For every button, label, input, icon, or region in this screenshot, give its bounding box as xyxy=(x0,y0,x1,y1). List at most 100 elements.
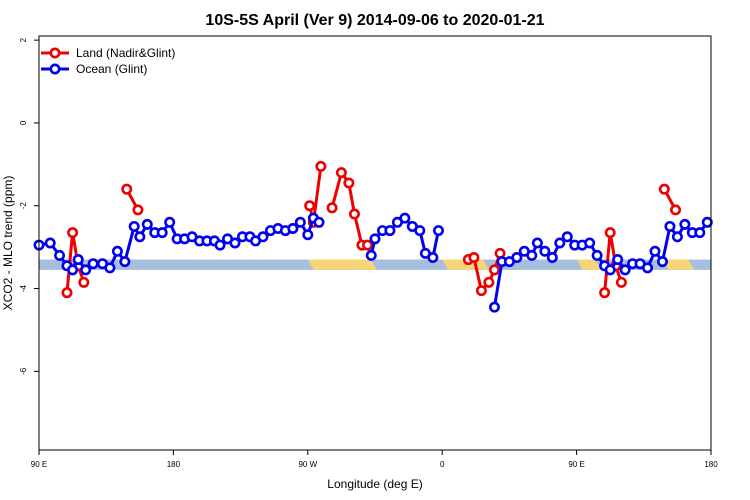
series-1-point xyxy=(554,237,566,249)
series-1-point xyxy=(619,264,631,276)
x-tick-label: 180 xyxy=(167,460,181,469)
series-1-point xyxy=(141,218,153,230)
series-1-point xyxy=(584,237,596,249)
series-0-point xyxy=(335,167,347,179)
series-1-point xyxy=(44,237,56,249)
series-1-point xyxy=(214,239,226,251)
series-1-point xyxy=(399,212,411,224)
legend-marker-land xyxy=(49,47,61,59)
series-0-point xyxy=(304,200,316,212)
series-1-point xyxy=(156,227,168,239)
series-0-point xyxy=(121,183,133,195)
chart-title: 10S-5S April (Ver 9) 2014-09-06 to 2020-… xyxy=(205,12,544,29)
legend-label-ocean: Ocean (Glint) xyxy=(76,62,147,76)
series-1-point xyxy=(671,231,683,243)
series-0-point xyxy=(326,202,338,214)
series-1-point xyxy=(414,225,426,237)
series-1-point xyxy=(87,258,99,270)
series-1-point xyxy=(649,245,661,257)
legend-marker-ocean xyxy=(49,63,61,75)
x-tick-label: 90 E xyxy=(568,460,584,469)
series-0-point xyxy=(362,239,374,251)
series-1-point xyxy=(365,249,377,261)
y-tick-label: 2 xyxy=(19,37,28,42)
series-0-point xyxy=(658,183,670,195)
x-axis: 90 E 180 90 W 0 90 E 180 xyxy=(31,450,718,469)
series-0-point xyxy=(604,227,616,239)
series-0-point xyxy=(615,276,627,288)
y-tick-label: -6 xyxy=(19,367,28,375)
band-land-span-2 xyxy=(576,259,601,270)
x-tick-label: 0 xyxy=(440,460,445,469)
legend-item-ocean: Ocean (Glint) xyxy=(41,62,147,76)
series-0-point xyxy=(315,160,327,172)
y-tick-label: -2 xyxy=(19,202,28,210)
series-1-point xyxy=(561,231,573,243)
series-1-point xyxy=(257,231,269,243)
series-1-point xyxy=(384,225,396,237)
series-1-point xyxy=(369,233,381,245)
series-1-point xyxy=(679,218,691,230)
series-1-point xyxy=(134,231,146,243)
surface-band xyxy=(39,259,711,270)
series-0 xyxy=(61,160,682,299)
series-1-point xyxy=(104,262,116,274)
series-1-point xyxy=(694,227,706,239)
series-0-point xyxy=(343,177,355,189)
series-1-point xyxy=(612,254,624,266)
series-1-point xyxy=(287,223,299,235)
series-0-point xyxy=(348,208,360,220)
plot-frame xyxy=(38,35,712,451)
y-axis: 2 0 -2 -4 -6 xyxy=(19,37,39,375)
series-0-point xyxy=(483,276,495,288)
series-0-point xyxy=(67,227,79,239)
series-0-point xyxy=(670,204,682,216)
band-ocean xyxy=(39,259,711,270)
series-1-point xyxy=(656,256,668,268)
series-0-point xyxy=(78,276,90,288)
x-tick-label: 90 E xyxy=(31,460,47,469)
series-1-point xyxy=(119,256,131,268)
legend-item-land: Land (Nadir&Glint) xyxy=(41,46,175,60)
series-1-point xyxy=(432,225,444,237)
series-1-point xyxy=(604,264,616,276)
series-1 xyxy=(33,212,713,313)
series-1-point xyxy=(642,262,654,274)
series-1-point xyxy=(488,301,500,313)
series-1-point xyxy=(229,237,241,249)
series-1-point xyxy=(302,229,314,241)
series-1-point xyxy=(591,249,603,261)
series-1-point xyxy=(313,216,325,228)
series-1-point xyxy=(54,249,66,261)
series-1-point xyxy=(80,264,92,276)
x-tick-label: 180 xyxy=(704,460,718,469)
y-tick-label: -4 xyxy=(19,284,28,292)
series-1-point xyxy=(67,264,79,276)
series-1-point xyxy=(128,220,140,232)
series-1-point xyxy=(294,216,306,228)
y-axis-label: XCO2 - MLO trend (ppm) xyxy=(1,176,15,311)
series-0-point xyxy=(132,204,144,216)
x-axis-label: Longitude (deg E) xyxy=(327,477,422,491)
band-land-span-3 xyxy=(662,259,695,270)
x-tick-label: 90 W xyxy=(298,460,317,469)
legend: Land (Nadir&Glint) Ocean (Glint) xyxy=(41,46,175,76)
series-layer xyxy=(33,160,713,313)
series-1-point xyxy=(111,245,123,257)
series-0-point xyxy=(61,287,73,299)
series-0-point xyxy=(468,251,480,263)
series-1-point xyxy=(511,251,523,263)
series-1-point xyxy=(531,237,543,249)
series-0-point xyxy=(599,287,611,299)
y-tick-label: 0 xyxy=(19,120,28,125)
series-0-point xyxy=(475,285,487,297)
series-1-point xyxy=(427,251,439,263)
series-1-point xyxy=(539,245,551,257)
series-1-point xyxy=(164,216,176,228)
series-1-point xyxy=(664,220,676,232)
series-1-point xyxy=(546,251,558,263)
series-1-point xyxy=(72,254,84,266)
series-1-point xyxy=(526,249,538,261)
legend-label-land: Land (Nadir&Glint) xyxy=(76,46,175,60)
